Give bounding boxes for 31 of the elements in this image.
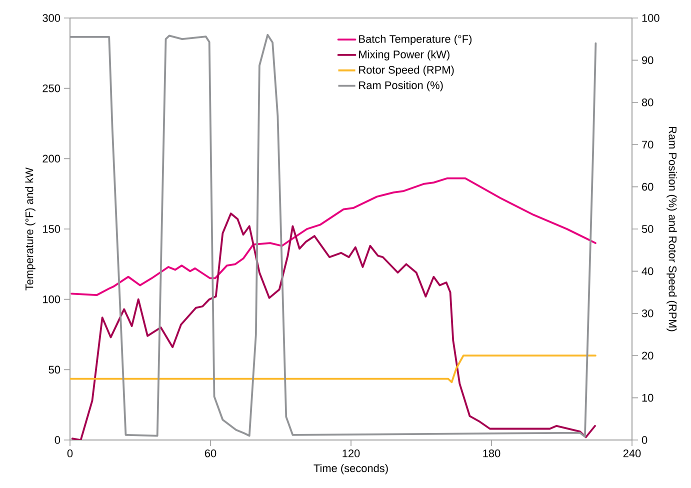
y-tick-label: 300 <box>42 14 60 22</box>
x-tick-label: 0 <box>67 450 73 458</box>
y2-tick-label: 100 <box>642 14 660 22</box>
y2-axis-title: Ram Position (%) and Rotor Speed (RPM) <box>666 126 677 332</box>
x-axis-title: Time (seconds) <box>314 464 388 474</box>
y-tick-label: 250 <box>42 84 60 92</box>
y2-tick-label: 20 <box>642 352 654 360</box>
legend-label: Batch Temperature (°F) <box>359 34 472 46</box>
x-tick-label: 60 <box>204 450 216 458</box>
legend-label: Mixing Power (kW) <box>359 50 450 60</box>
y-tick-label: 100 <box>43 295 60 304</box>
y2-tick-label: 10 <box>642 394 654 402</box>
y-tick-label: 200 <box>42 154 60 163</box>
y2-tick-label: 90 <box>642 56 654 64</box>
y-tick-label: 0 <box>54 436 60 444</box>
y2-tick-label: 50 <box>642 225 654 233</box>
y2-tick-label: 70 <box>642 140 654 148</box>
y2-tick-label: 60 <box>642 182 654 191</box>
x-tick-label: 180 <box>483 450 500 458</box>
x-tick-label: 120 <box>342 450 360 458</box>
legend-label: Rotor Speed (RPM) <box>359 66 454 76</box>
y2-tick-label: 80 <box>642 98 654 106</box>
y-tick-label: 50 <box>48 366 60 374</box>
y2-tick-label: 40 <box>642 267 654 276</box>
y-axis-title: Temperature (°F) and kW <box>25 167 36 290</box>
line-series <box>71 212 596 440</box>
y2-tick-label: 30 <box>642 310 654 318</box>
y2-tick-label: 0 <box>642 436 648 444</box>
legend-label: Ram Position (%) <box>359 81 443 92</box>
x-tick-label: 240 <box>623 450 641 458</box>
y-tick-label: 150 <box>43 225 60 233</box>
